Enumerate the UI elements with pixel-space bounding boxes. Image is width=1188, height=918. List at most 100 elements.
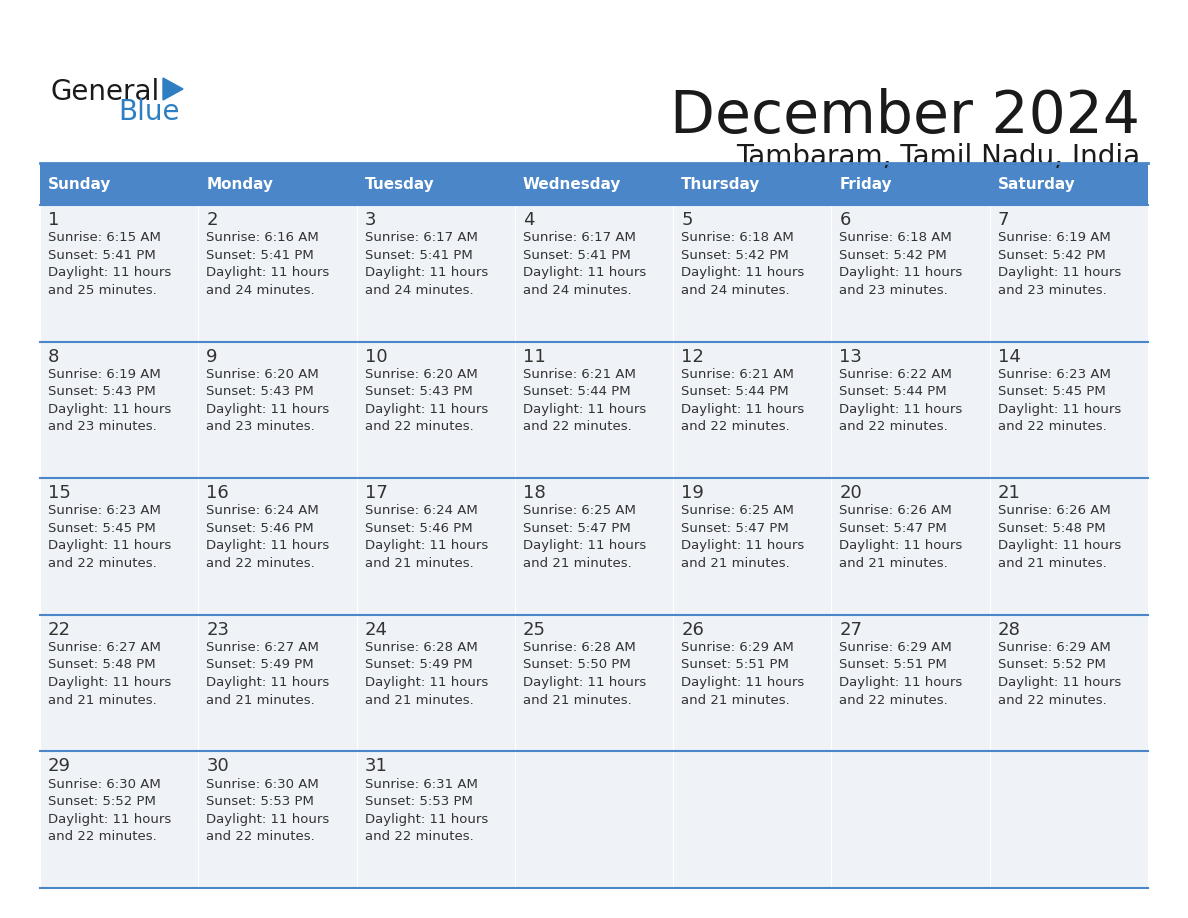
Text: and 23 minutes.: and 23 minutes. bbox=[840, 284, 948, 297]
Bar bbox=[990, 163, 1148, 205]
Bar bbox=[356, 341, 514, 478]
Text: Sunset: 5:44 PM: Sunset: 5:44 PM bbox=[523, 386, 631, 398]
Text: Sunset: 5:47 PM: Sunset: 5:47 PM bbox=[840, 522, 947, 535]
Text: 8: 8 bbox=[48, 348, 59, 365]
Text: Daylight: 11 hours: Daylight: 11 hours bbox=[365, 676, 488, 689]
Text: Sunrise: 6:21 AM: Sunrise: 6:21 AM bbox=[523, 368, 636, 381]
Bar bbox=[832, 163, 990, 205]
Bar bbox=[674, 752, 832, 888]
Bar bbox=[990, 478, 1148, 615]
Text: and 23 minutes.: and 23 minutes. bbox=[48, 420, 157, 433]
Text: 13: 13 bbox=[840, 348, 862, 365]
Text: 11: 11 bbox=[523, 348, 545, 365]
Text: Sunrise: 6:16 AM: Sunrise: 6:16 AM bbox=[207, 231, 320, 244]
Bar bbox=[674, 478, 832, 615]
Text: 9: 9 bbox=[207, 348, 217, 365]
Text: Daylight: 11 hours: Daylight: 11 hours bbox=[998, 266, 1121, 279]
Text: Sunset: 5:46 PM: Sunset: 5:46 PM bbox=[365, 522, 472, 535]
Text: Daylight: 11 hours: Daylight: 11 hours bbox=[365, 266, 488, 279]
Text: Sunrise: 6:20 AM: Sunrise: 6:20 AM bbox=[365, 368, 478, 381]
Text: Sunset: 5:43 PM: Sunset: 5:43 PM bbox=[207, 386, 314, 398]
Polygon shape bbox=[163, 78, 183, 100]
Text: and 21 minutes.: and 21 minutes. bbox=[840, 557, 948, 570]
Bar bbox=[514, 341, 674, 478]
Text: Sunrise: 6:17 AM: Sunrise: 6:17 AM bbox=[523, 231, 636, 244]
Text: Monday: Monday bbox=[207, 176, 273, 192]
Text: and 21 minutes.: and 21 minutes. bbox=[523, 693, 632, 707]
Bar bbox=[990, 752, 1148, 888]
Bar bbox=[198, 478, 356, 615]
Text: Daylight: 11 hours: Daylight: 11 hours bbox=[998, 676, 1121, 689]
Text: and 22 minutes.: and 22 minutes. bbox=[840, 420, 948, 433]
Text: 6: 6 bbox=[840, 211, 851, 229]
Text: Sunset: 5:50 PM: Sunset: 5:50 PM bbox=[523, 658, 631, 671]
Text: and 22 minutes.: and 22 minutes. bbox=[840, 693, 948, 707]
Text: Daylight: 11 hours: Daylight: 11 hours bbox=[840, 676, 962, 689]
Text: and 23 minutes.: and 23 minutes. bbox=[998, 284, 1106, 297]
Text: Sunset: 5:42 PM: Sunset: 5:42 PM bbox=[998, 249, 1106, 262]
Bar bbox=[40, 341, 198, 478]
Text: and 21 minutes.: and 21 minutes. bbox=[365, 693, 473, 707]
Text: Sunrise: 6:15 AM: Sunrise: 6:15 AM bbox=[48, 231, 160, 244]
Text: Daylight: 11 hours: Daylight: 11 hours bbox=[681, 540, 804, 553]
Bar bbox=[198, 752, 356, 888]
Text: and 21 minutes.: and 21 minutes. bbox=[365, 557, 473, 570]
Bar bbox=[514, 205, 674, 341]
Text: Sunrise: 6:26 AM: Sunrise: 6:26 AM bbox=[998, 504, 1111, 518]
Text: Sunrise: 6:17 AM: Sunrise: 6:17 AM bbox=[365, 231, 478, 244]
Bar bbox=[356, 615, 514, 752]
Text: 17: 17 bbox=[365, 484, 387, 502]
Text: Sunset: 5:49 PM: Sunset: 5:49 PM bbox=[365, 658, 472, 671]
Text: and 23 minutes.: and 23 minutes. bbox=[207, 420, 315, 433]
Text: Daylight: 11 hours: Daylight: 11 hours bbox=[840, 403, 962, 416]
Text: Sunrise: 6:21 AM: Sunrise: 6:21 AM bbox=[681, 368, 794, 381]
Text: Sunrise: 6:27 AM: Sunrise: 6:27 AM bbox=[207, 641, 320, 654]
Bar bbox=[832, 752, 990, 888]
Text: and 21 minutes.: and 21 minutes. bbox=[998, 557, 1106, 570]
Bar bbox=[356, 478, 514, 615]
Text: 25: 25 bbox=[523, 621, 545, 639]
Text: Tuesday: Tuesday bbox=[365, 176, 435, 192]
Bar bbox=[832, 478, 990, 615]
Bar bbox=[40, 478, 198, 615]
Text: 31: 31 bbox=[365, 757, 387, 776]
Bar bbox=[674, 205, 832, 341]
Text: Daylight: 11 hours: Daylight: 11 hours bbox=[681, 403, 804, 416]
Text: Saturday: Saturday bbox=[998, 176, 1075, 192]
Text: Sunrise: 6:25 AM: Sunrise: 6:25 AM bbox=[523, 504, 636, 518]
Bar bbox=[674, 341, 832, 478]
Text: Sunrise: 6:22 AM: Sunrise: 6:22 AM bbox=[840, 368, 953, 381]
Text: and 22 minutes.: and 22 minutes. bbox=[998, 420, 1106, 433]
Text: Sunset: 5:53 PM: Sunset: 5:53 PM bbox=[207, 795, 314, 808]
Bar bbox=[356, 752, 514, 888]
Text: Sunset: 5:47 PM: Sunset: 5:47 PM bbox=[681, 522, 789, 535]
Text: and 22 minutes.: and 22 minutes. bbox=[207, 557, 315, 570]
Text: Daylight: 11 hours: Daylight: 11 hours bbox=[365, 540, 488, 553]
Bar bbox=[674, 163, 832, 205]
Text: Daylight: 11 hours: Daylight: 11 hours bbox=[523, 676, 646, 689]
Text: Sunrise: 6:28 AM: Sunrise: 6:28 AM bbox=[523, 641, 636, 654]
Text: and 22 minutes.: and 22 minutes. bbox=[523, 420, 632, 433]
Text: Sunrise: 6:26 AM: Sunrise: 6:26 AM bbox=[840, 504, 952, 518]
Text: Friday: Friday bbox=[840, 176, 892, 192]
Bar bbox=[990, 205, 1148, 341]
Text: Daylight: 11 hours: Daylight: 11 hours bbox=[840, 540, 962, 553]
Bar bbox=[990, 341, 1148, 478]
Bar bbox=[832, 341, 990, 478]
Text: Sunset: 5:46 PM: Sunset: 5:46 PM bbox=[207, 522, 314, 535]
Text: Sunrise: 6:18 AM: Sunrise: 6:18 AM bbox=[840, 231, 952, 244]
Text: and 21 minutes.: and 21 minutes. bbox=[523, 557, 632, 570]
Text: Sunrise: 6:23 AM: Sunrise: 6:23 AM bbox=[48, 504, 160, 518]
Text: Sunrise: 6:29 AM: Sunrise: 6:29 AM bbox=[681, 641, 794, 654]
Text: Daylight: 11 hours: Daylight: 11 hours bbox=[840, 266, 962, 279]
Text: Daylight: 11 hours: Daylight: 11 hours bbox=[48, 676, 171, 689]
Text: and 21 minutes.: and 21 minutes. bbox=[207, 693, 315, 707]
Text: Daylight: 11 hours: Daylight: 11 hours bbox=[48, 403, 171, 416]
Text: Sunset: 5:52 PM: Sunset: 5:52 PM bbox=[998, 658, 1106, 671]
Text: Daylight: 11 hours: Daylight: 11 hours bbox=[48, 540, 171, 553]
Bar bbox=[990, 615, 1148, 752]
Text: 7: 7 bbox=[998, 211, 1010, 229]
Bar bbox=[356, 205, 514, 341]
Text: 23: 23 bbox=[207, 621, 229, 639]
Text: Blue: Blue bbox=[118, 98, 179, 126]
